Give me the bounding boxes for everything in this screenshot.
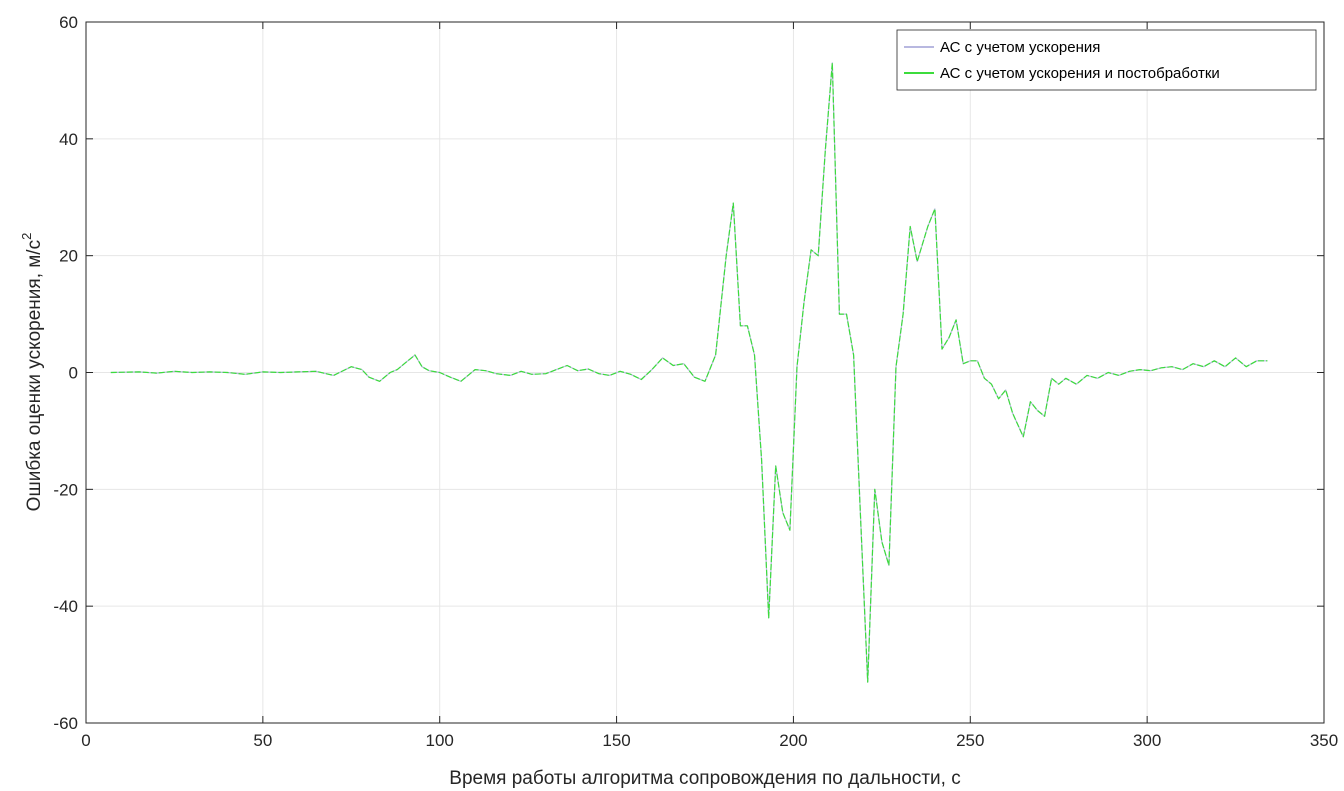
y-tick-label: 60 [59, 13, 78, 32]
y-tick-label: -20 [53, 480, 78, 499]
y-tick-label: -40 [53, 597, 78, 616]
y-axis-label-superscript: 2 [19, 233, 34, 240]
legend-entry-series2: АС с учетом ускорения и постобработки [940, 65, 1220, 82]
series-layer [110, 62, 1268, 683]
legend-entry-series1: АС с учетом ускорения [940, 39, 1100, 56]
series-line-2 [110, 62, 1268, 683]
x-tick-label: 250 [956, 731, 984, 750]
x-tick-label: 200 [779, 731, 807, 750]
x-tick-label: 100 [426, 731, 454, 750]
y-tick-label: 20 [59, 247, 78, 266]
y-tick-label: 40 [59, 130, 78, 149]
y-tick-label: -60 [53, 714, 78, 733]
y-axis-label-text: Ошибка оценки ускорения, м/с [24, 240, 45, 511]
x-tick-label: 0 [81, 731, 90, 750]
y-tick-label: 0 [69, 364, 78, 383]
legend-box [896, 29, 1317, 91]
x-tick-label: 350 [1310, 731, 1338, 750]
y-axis-label: Ошибка оценки ускорения, м/с2 [19, 233, 45, 512]
legend: АС с учетом ускорения АС с учетом ускоре… [896, 29, 1317, 91]
axis-ticks: 0 50 100 150 200 250 300 350 -60 -40 -20 0 20 40 60 [53, 13, 1338, 750]
x-tick-label: 150 [602, 731, 630, 750]
plot-frame [85, 21, 1325, 724]
x-tick-label: 50 [253, 731, 272, 750]
x-axis-label: Время работы алгоритма сопровождения по … [449, 768, 960, 789]
x-tick-label: 300 [1133, 731, 1161, 750]
